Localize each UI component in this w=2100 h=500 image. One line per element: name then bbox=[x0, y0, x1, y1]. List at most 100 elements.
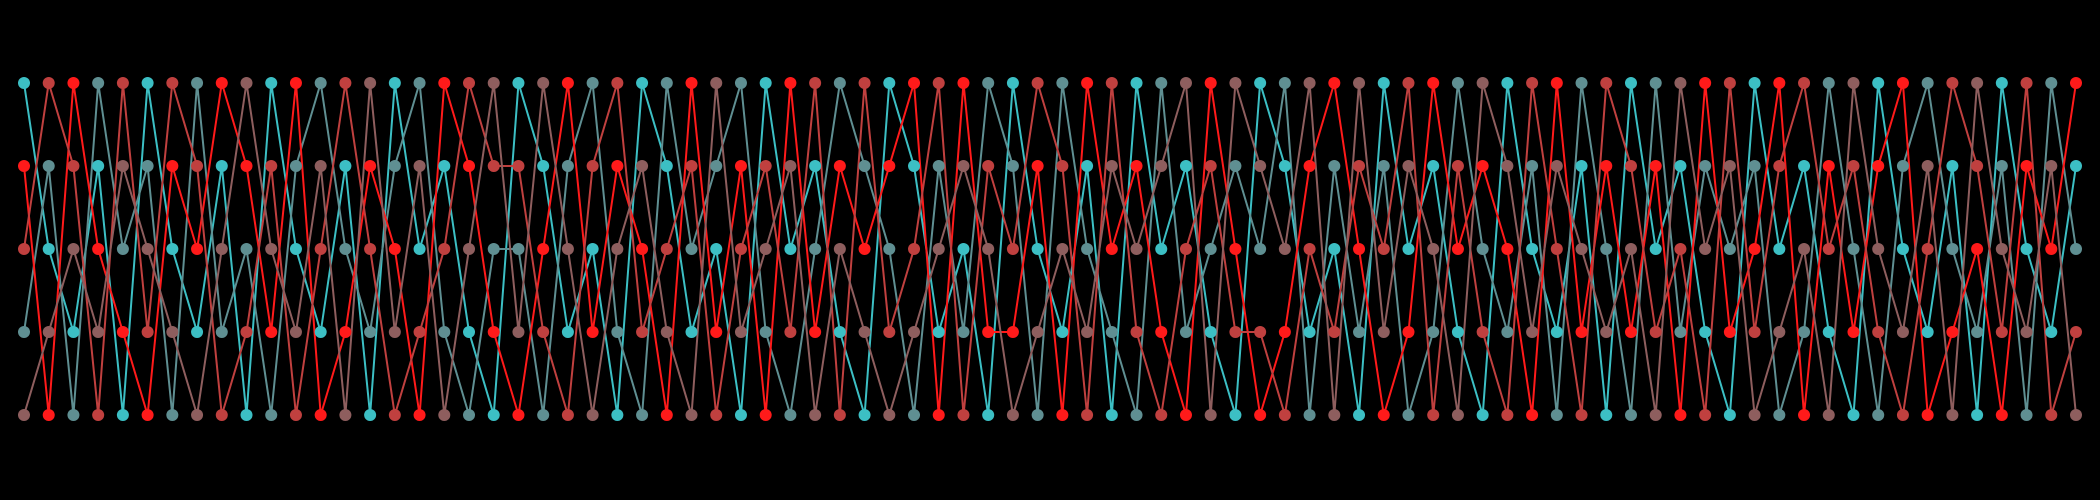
thread-dot bbox=[116, 77, 129, 89]
thread-dot bbox=[1896, 77, 1909, 89]
thread-dot bbox=[215, 160, 228, 172]
thread-dot bbox=[1550, 243, 1563, 255]
thread-dot bbox=[1451, 160, 1464, 172]
thread-dot bbox=[561, 160, 574, 172]
thread-dot bbox=[1006, 409, 1019, 421]
thread-dot bbox=[1278, 326, 1291, 338]
thread-dot bbox=[339, 243, 352, 255]
thread-dot bbox=[982, 243, 995, 255]
thread-dot bbox=[1773, 326, 1786, 338]
thread-dot bbox=[1847, 77, 1860, 89]
thread-dot bbox=[1501, 243, 1514, 255]
thread-dot bbox=[215, 77, 228, 89]
thread-dot bbox=[1921, 160, 1934, 172]
thread-dot bbox=[537, 77, 550, 89]
thread-dot bbox=[784, 160, 797, 172]
thread-dot bbox=[240, 326, 253, 338]
thread-dot bbox=[67, 160, 80, 172]
thread-dot bbox=[1179, 160, 1192, 172]
thread-dot bbox=[636, 243, 649, 255]
thread-dot bbox=[858, 326, 871, 338]
thread-dot bbox=[1649, 243, 1662, 255]
thread-dot bbox=[1946, 243, 1959, 255]
thread-dot bbox=[1649, 77, 1662, 89]
thread-dot bbox=[1748, 243, 1761, 255]
thread-dot bbox=[1699, 326, 1712, 338]
thread-dot bbox=[2020, 243, 2033, 255]
thread-dot bbox=[561, 243, 574, 255]
thread-dot bbox=[438, 409, 451, 421]
thread-dot bbox=[1402, 326, 1415, 338]
thread-dot bbox=[1872, 326, 1885, 338]
thread-dot bbox=[1254, 409, 1267, 421]
thread-dot bbox=[1971, 326, 1984, 338]
thread-dot bbox=[2070, 243, 2082, 255]
thread-dot bbox=[883, 409, 896, 421]
thread-dot bbox=[1600, 77, 1613, 89]
thread-dot bbox=[1056, 160, 1069, 172]
thread-dot bbox=[1526, 243, 1539, 255]
thread-dot bbox=[660, 409, 673, 421]
thread-dot bbox=[932, 243, 945, 255]
thread-dot bbox=[1155, 243, 1168, 255]
thread-dot bbox=[1179, 243, 1192, 255]
thread-dot bbox=[92, 409, 105, 421]
thread-dot bbox=[1723, 160, 1736, 172]
thread-dot bbox=[364, 160, 377, 172]
thread-dot bbox=[660, 77, 673, 89]
thread-dot bbox=[413, 77, 426, 89]
thread-dot bbox=[1896, 409, 1909, 421]
thread-dot bbox=[1773, 77, 1786, 89]
thread-dot bbox=[388, 409, 401, 421]
thread-dot bbox=[2070, 77, 2082, 89]
thread-dot bbox=[957, 243, 970, 255]
thread-dot bbox=[710, 409, 723, 421]
thread-dot bbox=[1353, 160, 1366, 172]
thread-dot bbox=[1204, 409, 1217, 421]
thread-dot bbox=[932, 409, 945, 421]
thread-dot bbox=[1921, 409, 1934, 421]
thread-dot bbox=[438, 243, 451, 255]
thread-dot bbox=[1995, 77, 2008, 89]
thread-dot bbox=[1254, 326, 1267, 338]
thread-dot bbox=[1896, 160, 1909, 172]
thread-dot bbox=[1773, 160, 1786, 172]
thread-dot bbox=[191, 326, 204, 338]
thread-dot bbox=[1204, 77, 1217, 89]
thread-dot bbox=[92, 160, 105, 172]
thread-dot bbox=[314, 77, 327, 89]
thread-dot bbox=[1476, 243, 1489, 255]
thread-dot bbox=[1723, 243, 1736, 255]
thread-dot bbox=[1056, 409, 1069, 421]
thread-dot bbox=[42, 77, 55, 89]
thread-dot bbox=[1377, 326, 1390, 338]
thread-dot bbox=[1056, 243, 1069, 255]
thread-dot bbox=[289, 160, 302, 172]
thread-dot bbox=[413, 409, 426, 421]
thread-dot bbox=[1006, 243, 1019, 255]
thread-dot bbox=[67, 77, 80, 89]
thread-dot bbox=[858, 243, 871, 255]
thread-dot bbox=[1476, 160, 1489, 172]
thread-dot bbox=[388, 160, 401, 172]
thread-dot bbox=[1031, 160, 1044, 172]
thread-dot bbox=[1303, 326, 1316, 338]
thread-dot bbox=[1303, 243, 1316, 255]
thread-dot bbox=[141, 160, 154, 172]
thread-dot bbox=[1031, 77, 1044, 89]
thread-dot bbox=[1353, 243, 1366, 255]
thread-dot bbox=[1946, 160, 1959, 172]
thread-dot bbox=[1575, 409, 1588, 421]
thread-dot bbox=[809, 160, 822, 172]
thread-dot bbox=[2070, 409, 2082, 421]
thread-dot bbox=[883, 77, 896, 89]
thread-dot bbox=[561, 409, 574, 421]
thread-dot bbox=[166, 243, 179, 255]
thread-dot bbox=[67, 409, 80, 421]
thread-dot bbox=[166, 326, 179, 338]
thread-dot bbox=[1550, 409, 1563, 421]
thread-dot bbox=[1006, 77, 1019, 89]
thread-dot bbox=[1921, 243, 1934, 255]
thread-dot bbox=[1550, 77, 1563, 89]
thread-dot bbox=[116, 326, 129, 338]
